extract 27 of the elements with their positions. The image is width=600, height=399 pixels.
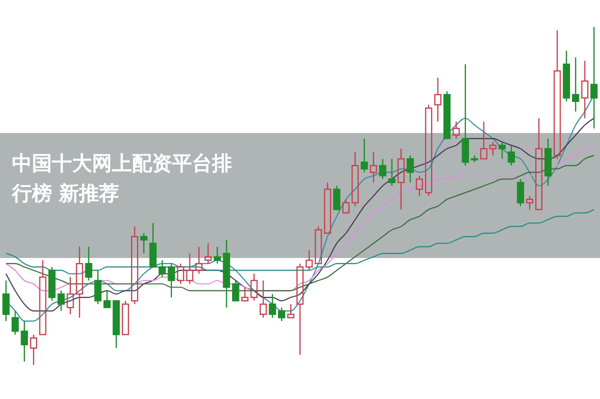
candlestick: [544, 138, 552, 186]
candlestick: [140, 232, 148, 254]
candlestick: [222, 239, 230, 308]
candlestick: [12, 310, 19, 336]
candlestick: [406, 154, 414, 184]
candlestick: [66, 276, 74, 315]
candlestick: [590, 26, 598, 129]
candlestick: [214, 246, 221, 264]
text: 中国十大网上配资平台排行榜 新推荐: [11, 151, 232, 205]
candlestick: [158, 260, 166, 278]
candlestick: [581, 60, 588, 119]
candlestick: [572, 56, 580, 112]
candlestick: [554, 30, 561, 160]
candlestick: [379, 158, 386, 180]
candlestick: [397, 148, 405, 210]
candlestick: [452, 121, 460, 140]
candlestick: [186, 252, 194, 284]
candlestick: [85, 246, 92, 282]
candlestick: [370, 151, 378, 184]
candlestick: [360, 138, 368, 173]
candlestick: [508, 144, 515, 166]
candlestick: [306, 249, 313, 271]
candlestick: [526, 195, 534, 210]
candlestick: [76, 246, 84, 318]
candlestick: [260, 280, 267, 318]
candlestick: [434, 77, 442, 122]
candlestick: [20, 320, 28, 362]
